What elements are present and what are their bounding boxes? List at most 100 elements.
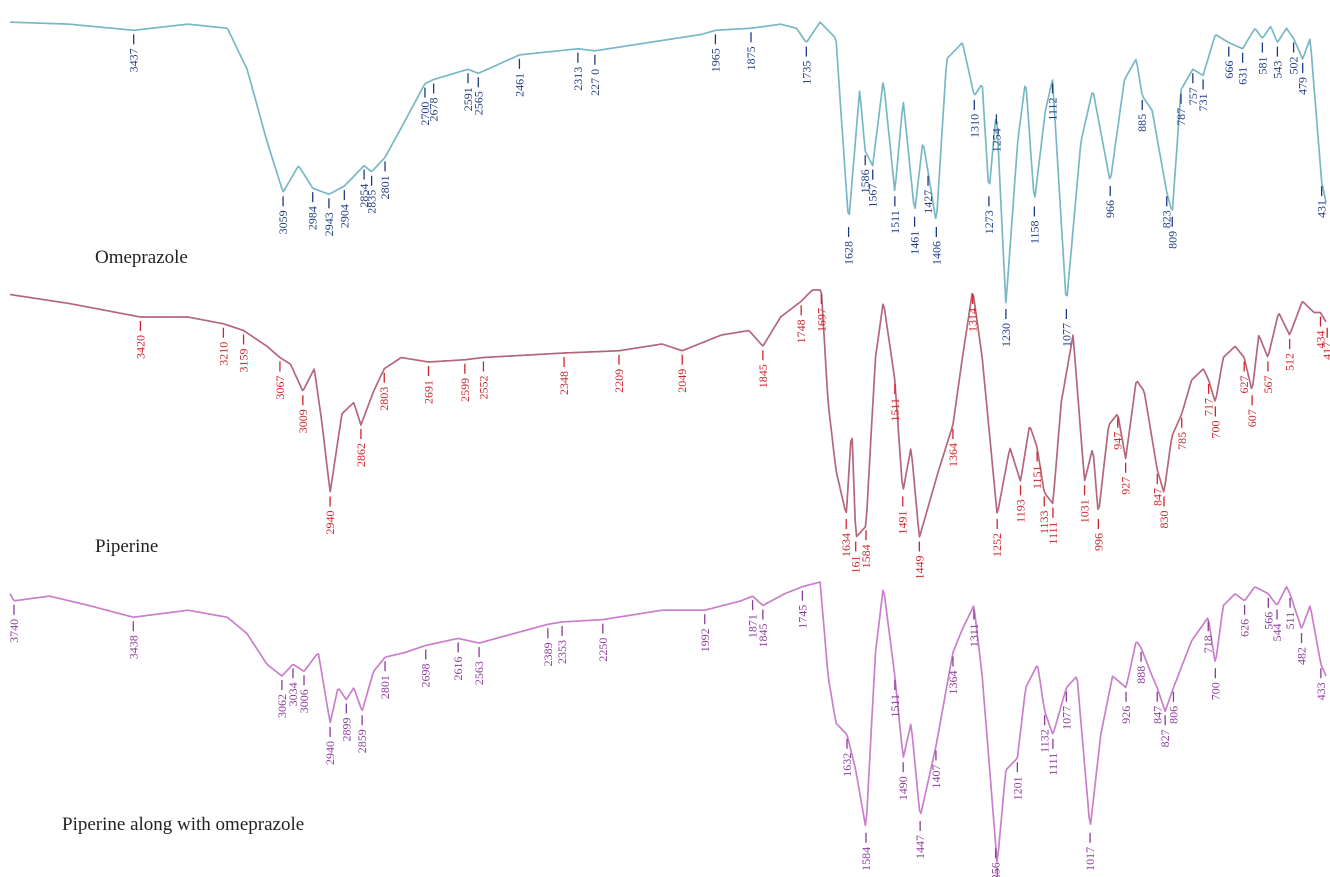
peak-label-2-15: 1992 [698, 628, 712, 652]
spectrum-panel-piperine: 3420 3210 3159 3067 3009 2940 2862 2803 2691 2599… [9, 289, 1330, 579]
peak-label-1-14: 1845 [756, 364, 770, 388]
peak-label-1-13: 2049 [675, 369, 689, 393]
peak-label-0-3: 2943 [322, 212, 336, 236]
peak-label-2-29: 1201 [1010, 776, 1024, 800]
peak-label-1-17: 1634 [839, 533, 853, 557]
peak-label-1-30: 1031 [1077, 499, 1091, 523]
peak-label-0-29: 1158 [1027, 220, 1041, 244]
peak-label-1-31: 996 [1091, 533, 1105, 551]
peak-label-1-33: 927 [1119, 477, 1133, 495]
peak-label-2-32: 1077 [1059, 706, 1073, 730]
peak-label-0-44: 479 [1296, 77, 1310, 95]
peak-label-2-5: 2940 [323, 741, 337, 765]
peak-label-0-13: 2313 [571, 67, 585, 91]
peak-label-0-28: 1230 [999, 323, 1013, 347]
peak-label-2-18: 1745 [795, 605, 809, 629]
peak-label-1-27: 1151 [1030, 465, 1044, 489]
peak-label-0-15: 1965 [708, 48, 722, 72]
peak-label-1-15: 1748 [794, 319, 808, 343]
peak-label-0-23: 1427 [921, 190, 935, 214]
peak-label-0-5: 2854 [357, 184, 371, 208]
peak-label-0-26: 1273 [982, 210, 996, 234]
peak-label-1-26: 1193 [1013, 499, 1027, 523]
peak-label-0-41: 581 [1255, 57, 1269, 75]
peak-label-1-7: 2803 [377, 387, 391, 411]
peak-label-0-25: 1310 [967, 114, 981, 138]
spectrum-line-1 [9, 289, 1327, 538]
peak-label-0-24: 1406 [929, 241, 943, 265]
peak-label-1-43: 434 [1314, 331, 1328, 349]
peak-label-1-29: 1111 [1046, 522, 1060, 545]
peak-label-0-2: 2984 [306, 206, 320, 230]
peak-label-0-35: 809 [1165, 231, 1179, 249]
peak-label-2-40: 700 [1208, 682, 1222, 700]
peak-label-1-28: 1133 [1037, 510, 1051, 534]
peak-label-0-7: 2801 [378, 175, 392, 199]
peak-label-2-16: 1871 [746, 614, 760, 638]
peak-label-1-3: 3067 [273, 375, 287, 399]
peak-label-2-6: 2899 [339, 717, 353, 741]
peak-label-2-4: 3006 [297, 689, 311, 713]
peak-label-0-12: 2461 [512, 73, 526, 97]
peak-label-2-19: 1632 [840, 753, 854, 777]
peak-label-1-35: 830 [1157, 511, 1171, 529]
peak-label-1-6: 2862 [354, 443, 368, 467]
peak-label-0-19: 1586 [858, 169, 872, 193]
peak-label-2-25: 1364 [946, 670, 960, 694]
peak-label-1-16: 1697 [814, 308, 828, 332]
peak-label-2-46: 433 [1314, 682, 1328, 700]
peak-label-1-38: 700 [1208, 420, 1222, 438]
peak-label-1-39: 627 [1237, 376, 1251, 394]
peak-label-2-33: 1017 [1083, 847, 1097, 871]
peak-label-1-34: 847 [1150, 488, 1164, 506]
peak-label-1-32: 947 [1111, 432, 1125, 450]
peak-label-0-37: 757 [1186, 87, 1200, 105]
peak-label-2-13: 2353 [555, 640, 569, 664]
peak-label-2-21: 1511 [888, 694, 902, 718]
peak-label-0-36: 787 [1174, 108, 1188, 126]
peak-label-2-11: 2563 [472, 661, 486, 685]
peak-label-0-16: 1875 [744, 46, 758, 70]
peak-label-2-0: 3740 [7, 619, 21, 643]
peak-label-2-41: 626 [1238, 619, 1252, 637]
peak-label-2-1: 3438 [126, 635, 140, 659]
peak-label-0-21: 1511 [888, 210, 902, 234]
peak-label-1-20: 1511 [888, 398, 902, 422]
peak-label-1-4: 3009 [296, 409, 310, 433]
peak-label-2-30: 1132 [1038, 729, 1052, 753]
peak-label-0-45: 431 [1315, 200, 1329, 218]
peak-label-2-38: 806 [1166, 706, 1180, 724]
peak-label-2-26: 1311 [967, 624, 981, 648]
peak-label-0-32: 966 [1103, 200, 1117, 218]
peak-label-0-40: 631 [1236, 67, 1250, 85]
peak-label-2-42: 566 [1261, 612, 1275, 630]
peak-label-2-9: 2698 [419, 663, 433, 687]
peak-label-2-35: 888 [1134, 666, 1148, 684]
peak-label-1-41: 567 [1261, 375, 1275, 393]
peak-label-2-37: 827 [1158, 729, 1172, 747]
peak-label-2-39: 718 [1201, 635, 1215, 653]
peak-label-1-40: 607 [1245, 409, 1259, 427]
peak-label-2-12: 2389 [541, 642, 555, 666]
peak-label-0-30: 1112 [1046, 97, 1060, 120]
spectrum-line-2 [9, 581, 1327, 863]
peak-label-2-28: 1256 [989, 862, 1003, 877]
peak-label-2-23: 1447 [913, 835, 927, 859]
peak-label-0-27: 1254 [989, 128, 1003, 152]
peak-label-1-5: 2940 [323, 510, 337, 534]
peak-label-0-9: 2678 [427, 97, 441, 121]
peak-label-0-38: 731 [1196, 93, 1210, 111]
spectrum-title-piperine-omeprazole: Piperine along with omeprazole [62, 814, 304, 835]
peak-label-0-22: 1461 [908, 231, 922, 255]
peak-label-2-14: 2250 [596, 638, 610, 662]
peak-label-1-9: 2599 [458, 378, 472, 402]
peak-label-0-0: 3437 [127, 48, 141, 72]
peak-label-1-12: 2209 [612, 369, 626, 393]
peak-label-0-39: 666 [1222, 61, 1236, 79]
peak-label-1-1: 3210 [216, 342, 230, 366]
peak-label-0-14: 227 0 [588, 69, 602, 96]
spectrum-title-piperine: Piperine [95, 536, 158, 557]
peak-label-2-31: 1111 [1046, 753, 1060, 776]
